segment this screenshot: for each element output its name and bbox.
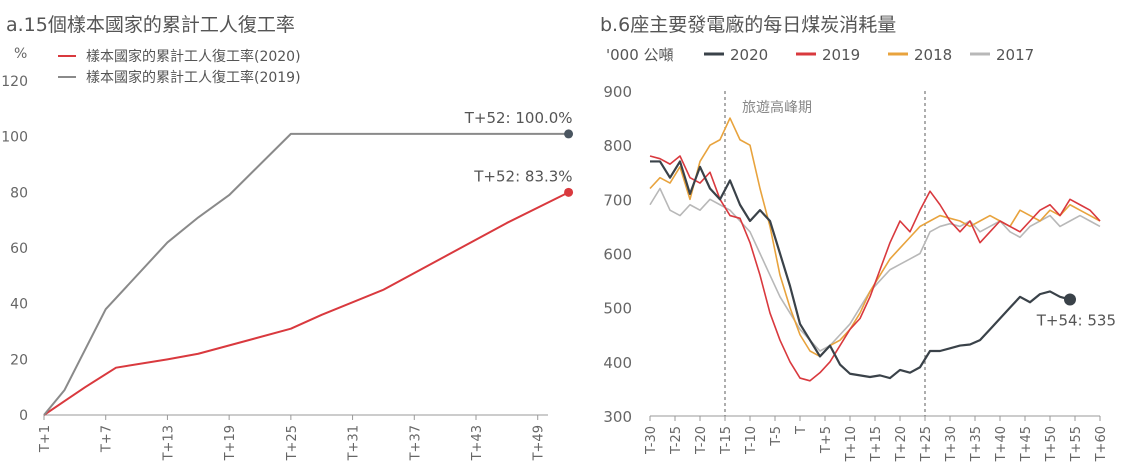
- series-line-0: [650, 160, 1071, 380]
- legend-label-3: 2017: [996, 46, 1034, 64]
- series-line-1: [43, 132, 569, 416]
- end-value-label-0: T+54: 535: [1036, 312, 1116, 330]
- x-tick-label: T+45: [1019, 426, 1034, 462]
- x-tick-label: T+60: [1094, 426, 1109, 462]
- x-tick-label: T+55: [1069, 426, 1084, 462]
- x-tick-label: T-10: [744, 426, 759, 455]
- y-tick-label: 400: [603, 354, 632, 372]
- x-tick-label: T+50: [1044, 426, 1059, 462]
- x-tick-label: T-30: [644, 426, 659, 455]
- x-tick-label: T+5: [819, 426, 834, 454]
- y-tick-label: 0: [19, 408, 28, 424]
- period-label: 旅遊高峰期: [742, 99, 812, 116]
- x-tick-label: T: [794, 426, 809, 435]
- y-axis-unit: '000 公噸: [606, 46, 674, 64]
- y-tick-label: 40: [10, 297, 28, 313]
- end-value-label-1: T+52: 83.3%: [473, 167, 572, 185]
- y-tick-label: 700: [603, 191, 632, 209]
- x-tick-label: T+25: [919, 426, 934, 462]
- legend-label-2: 2018: [914, 46, 952, 64]
- chart-a-svg: % 0 20 40 60 80 100 120 T+1 T+7 T+13 T+19 T+25 T+31 T+…: [1, 46, 574, 461]
- end-value-label-0: T+52: 100.0%: [464, 109, 573, 127]
- series-end-marker-1: [564, 129, 574, 139]
- y-tick-label: 100: [1, 130, 28, 146]
- chart-panel-b: b.6座主要發電廠的每日煤炭消耗量 '000 公噸 300 400 500 600 700…: [590, 0, 1126, 475]
- series-line-3: [649, 187, 1101, 352]
- x-tick-label: T-15: [719, 426, 734, 455]
- x-tick-label: T+30: [944, 426, 959, 462]
- x-tick-label: T+19: [223, 425, 238, 461]
- y-tick-label: 60: [10, 241, 28, 257]
- series-end-marker-0: [1064, 293, 1076, 306]
- chart-b-svg: '000 公噸 300 400 500 600 700 800 900 旅遊高峰期 T-30 T-2…: [603, 46, 1116, 462]
- x-tick-label: T+25: [285, 425, 300, 461]
- x-tick-label: T+10: [844, 426, 859, 462]
- x-tick-label: T+43: [470, 425, 485, 461]
- x-tick-label: T-25: [669, 426, 684, 455]
- series-line-1: [649, 155, 1101, 382]
- y-axis-unit: %: [14, 46, 27, 62]
- x-tick-label: T-5: [769, 426, 784, 447]
- series-line-0: [43, 191, 570, 416]
- x-tick-label: T+40: [994, 426, 1009, 462]
- y-tick-label: 600: [603, 246, 632, 264]
- chart-a-title: a.15個樣本國家的累計工人復工率: [6, 14, 295, 36]
- y-tick-label: 800: [603, 137, 632, 155]
- x-tick-label: T+31: [347, 425, 362, 461]
- x-tick-label: T+20: [894, 426, 909, 462]
- x-tick-label: T+37: [408, 425, 423, 461]
- x-tick-label: T+15: [869, 426, 884, 462]
- x-tick-label: T+1: [38, 425, 53, 453]
- y-tick-label: 20: [10, 352, 28, 368]
- y-tick-label: 120: [1, 74, 28, 90]
- legend-label-1: 2019: [822, 46, 860, 64]
- legend-label-0: 2020: [730, 46, 768, 64]
- x-tick-label: T+49: [532, 425, 547, 461]
- y-tick-label: 500: [603, 300, 632, 318]
- legend-label-1: 樣本國家的累計工人復工率(2019): [86, 69, 301, 86]
- legend-label-0: 樣本國家的累計工人復工率(2020): [86, 48, 301, 65]
- chart-panel-a: a.15個樣本國家的累計工人復工率 % 0 20 40 60 80 100 120 T+1 T+7…: [1, 14, 574, 461]
- y-tick-label: 300: [603, 408, 632, 426]
- series-line-2: [649, 117, 1101, 358]
- y-tick-label: 900: [603, 83, 632, 101]
- series-end-marker-0: [564, 187, 574, 197]
- y-tick-label: 80: [10, 185, 28, 201]
- x-tick-label: T+7: [100, 425, 115, 453]
- x-tick-label: T+35: [969, 426, 984, 462]
- x-tick-label: T+13: [161, 425, 176, 461]
- chart-b-title: b.6座主要發電廠的每日煤炭消耗量: [600, 14, 897, 36]
- x-tick-label: T-20: [694, 426, 709, 455]
